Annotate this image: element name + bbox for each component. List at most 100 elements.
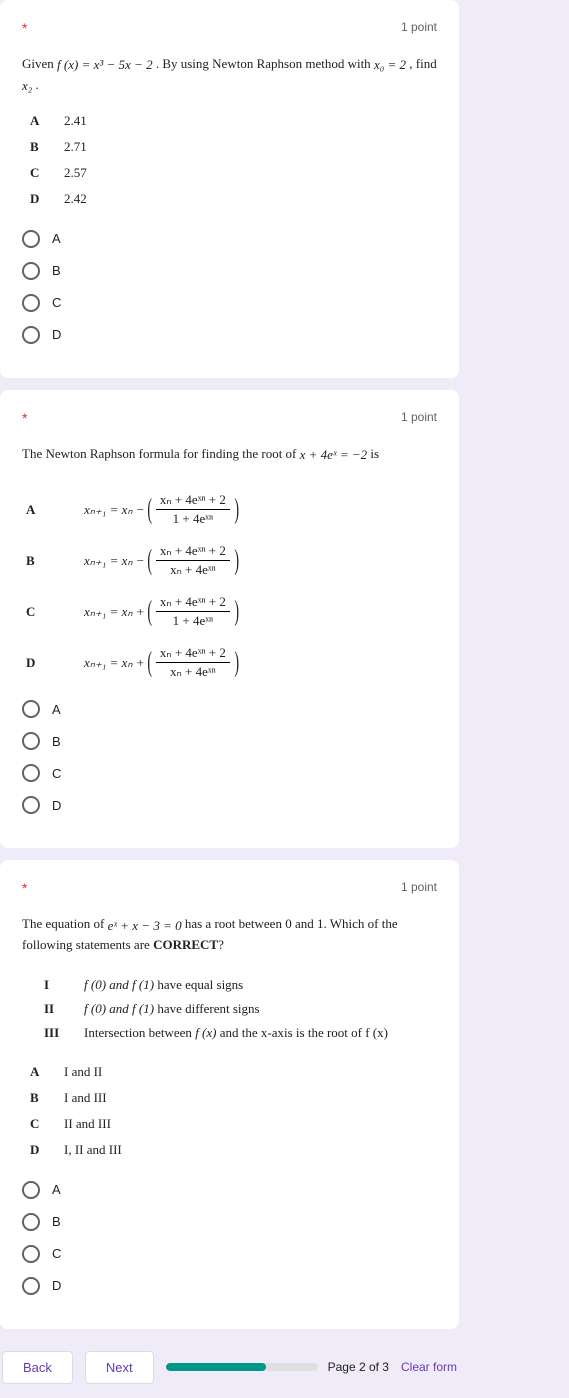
- radio-label: B: [52, 734, 61, 749]
- q3-text3: ?: [218, 937, 224, 952]
- q1-x0: x₀ = 2: [374, 55, 406, 75]
- statement-text: Intersection between f (x) and the x-axi…: [84, 1025, 388, 1041]
- page-count: Page 2 of 3: [328, 1360, 389, 1374]
- q2-text1: The Newton Raphson formula for finding t…: [22, 446, 300, 461]
- opt-label: D: [30, 191, 64, 207]
- radio-label: D: [52, 798, 61, 813]
- radio-icon: [22, 262, 40, 280]
- question-text: Given f (x) = x³ − 5x − 2 . By using New…: [22, 54, 437, 96]
- answer-key-table: AI and II BI and III CII and III DI, II …: [30, 1061, 437, 1161]
- question-card-3: * 1 point The equation of eˣ + x − 3 = 0…: [0, 860, 459, 1328]
- frac-num: xₙ + 4eˣⁿ + 2: [156, 594, 230, 612]
- question-card-2: * 1 point The Newton Raphson formula for…: [0, 390, 459, 849]
- radio-group-3: A B C D: [22, 1181, 437, 1295]
- q1-x2: x₂: [22, 76, 32, 96]
- statement-row: IIIIntersection between f (x) and the x-…: [44, 1025, 437, 1041]
- radio-option-b[interactable]: B: [22, 1213, 437, 1231]
- opt-val: 2.41: [64, 113, 87, 129]
- radio-option-d[interactable]: D: [22, 1277, 437, 1295]
- frac-num: xₙ + 4eˣⁿ + 2: [156, 543, 230, 561]
- radio-option-d[interactable]: D: [22, 326, 437, 344]
- back-button[interactable]: Back: [2, 1351, 73, 1384]
- formula-label: D: [26, 655, 68, 671]
- radio-option-a[interactable]: A: [22, 230, 437, 248]
- fraction: xₙ + 4eˣⁿ + 21 + 4eˣⁿ: [156, 594, 230, 629]
- radio-label: D: [52, 327, 61, 342]
- clear-form-link[interactable]: Clear form: [401, 1360, 457, 1374]
- stmt-pre: Intersection between: [84, 1025, 195, 1040]
- frac-den: 1 + 4eˣⁿ: [156, 510, 230, 527]
- statement-num: I: [44, 977, 84, 993]
- points-label: 1 point: [401, 410, 437, 424]
- stmt-post: have equal signs: [154, 977, 243, 992]
- answer-key-table: A2.41 B2.71 C2.57 D2.42: [30, 110, 437, 210]
- q1-text-prefix: Given: [22, 56, 57, 71]
- radio-icon: [22, 1245, 40, 1263]
- frac-num: xₙ + 4eˣⁿ + 2: [156, 645, 230, 663]
- radio-icon: [22, 732, 40, 750]
- formula-label: A: [26, 502, 68, 518]
- radio-label: C: [52, 766, 61, 781]
- opt-label: A: [30, 113, 64, 129]
- next-button[interactable]: Next: [85, 1351, 154, 1384]
- radio-option-a[interactable]: A: [22, 1181, 437, 1199]
- opt-label: B: [30, 139, 64, 155]
- radio-icon: [22, 230, 40, 248]
- radio-label: D: [52, 1278, 61, 1293]
- radio-label: A: [52, 1182, 61, 1197]
- frac-num: xₙ + 4eˣⁿ + 2: [156, 492, 230, 510]
- required-marker: *: [22, 880, 27, 896]
- radio-option-c[interactable]: C: [22, 294, 437, 312]
- radio-option-b[interactable]: B: [22, 732, 437, 750]
- stmt-pre: f (0) and: [84, 1001, 132, 1016]
- opt-label: B: [30, 1090, 64, 1106]
- paren-left-icon: (: [147, 596, 152, 628]
- statement-row: IIf (0) and f (1) have different signs: [44, 1001, 437, 1017]
- required-marker: *: [22, 20, 27, 36]
- frac-den: xₙ + 4eˣⁿ: [156, 663, 230, 680]
- radio-label: B: [52, 263, 61, 278]
- opt-val: I and III: [64, 1090, 107, 1106]
- radio-icon: [22, 1181, 40, 1199]
- formula-label: B: [26, 553, 68, 569]
- formula-lhs: xₙ₊₁ = xₙ +: [84, 604, 145, 620]
- stmt-i: f (x): [195, 1025, 216, 1040]
- radio-icon: [22, 1213, 40, 1231]
- frac-den: xₙ + 4eˣⁿ: [156, 561, 230, 578]
- required-marker: *: [22, 410, 27, 426]
- radio-option-b[interactable]: B: [22, 262, 437, 280]
- radio-option-d[interactable]: D: [22, 796, 437, 814]
- statement-row: If (0) and f (1) have equal signs: [44, 977, 437, 993]
- radio-option-a[interactable]: A: [22, 700, 437, 718]
- opt-val: I, II and III: [64, 1142, 122, 1158]
- radio-group-1: A B C D: [22, 230, 437, 344]
- stmt-post: and the x-axis is the root of f (x): [216, 1025, 387, 1040]
- opt-label: D: [30, 1142, 64, 1158]
- opt-val: II and III: [64, 1116, 111, 1132]
- radio-label: C: [52, 295, 61, 310]
- paren-right-icon: ): [234, 647, 239, 679]
- form-page: * 1 point Given f (x) = x³ − 5x − 2 . By…: [0, 0, 569, 1398]
- progress-wrap: Page 2 of 3: [166, 1360, 389, 1374]
- paren-left-icon: (: [147, 647, 152, 679]
- opt-val: 2.71: [64, 139, 87, 155]
- radio-option-c[interactable]: C: [22, 1245, 437, 1263]
- statement-num: III: [44, 1025, 84, 1041]
- statements-list: If (0) and f (1) have equal signs IIf (0…: [44, 977, 437, 1041]
- radio-label: A: [52, 231, 61, 246]
- opt-val: 2.57: [64, 165, 87, 181]
- q2-text2: is: [367, 446, 379, 461]
- radio-icon: [22, 294, 40, 312]
- points-label: 1 point: [401, 880, 437, 894]
- radio-icon: [22, 326, 40, 344]
- q1-mid: . By using Newton Raphson method with: [153, 56, 374, 71]
- stmt-i: f (1): [132, 977, 154, 992]
- formula-lhs: xₙ₊₁ = xₙ −: [84, 553, 145, 569]
- formula-table: A xₙ₊₁ = xₙ − ( xₙ + 4eˣⁿ + 21 + 4eˣⁿ ) …: [26, 492, 437, 680]
- radio-icon: [22, 796, 40, 814]
- stmt-post: have different signs: [154, 1001, 260, 1016]
- radio-label: C: [52, 1246, 61, 1261]
- points-row: * 1 point: [22, 410, 437, 426]
- formula-lhs: xₙ₊₁ = xₙ −: [84, 502, 145, 518]
- radio-option-c[interactable]: C: [22, 764, 437, 782]
